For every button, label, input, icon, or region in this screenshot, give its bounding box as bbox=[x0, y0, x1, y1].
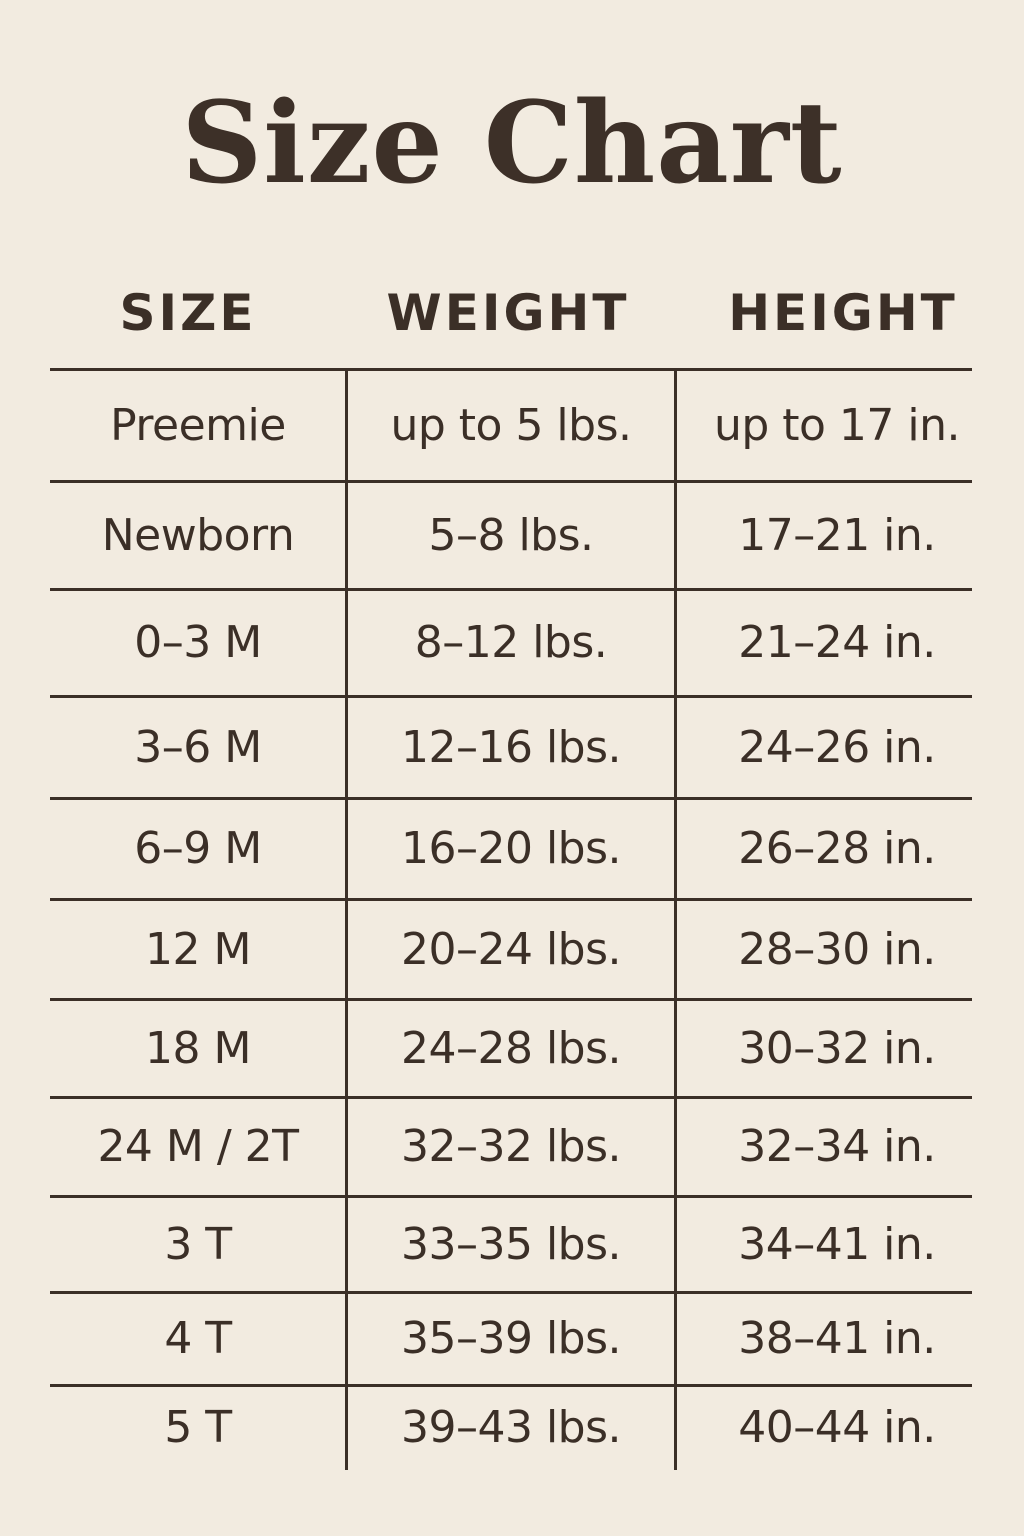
height-cell: 38–41 in. bbox=[738, 1313, 936, 1364]
weight-cell: 33–35 lbs. bbox=[400, 1218, 622, 1270]
size-cell: 4 T bbox=[164, 1313, 232, 1364]
row-divider bbox=[50, 797, 972, 800]
row-divider bbox=[50, 588, 972, 591]
row-divider bbox=[50, 898, 972, 901]
column-header-size: SIZE bbox=[119, 284, 257, 342]
page-title: Size Chart bbox=[181, 78, 843, 209]
weight-cell: 32–32 lbs. bbox=[400, 1121, 622, 1172]
size-cell: 3 T bbox=[164, 1218, 232, 1270]
height-cell: 32–34 in. bbox=[738, 1121, 936, 1172]
height-cell: 24–26 in. bbox=[738, 721, 936, 773]
size-cell: 12 M bbox=[145, 923, 251, 975]
height-cell: 26–28 in. bbox=[738, 823, 936, 874]
row-divider bbox=[50, 695, 972, 698]
column-divider bbox=[674, 369, 677, 1470]
row-divider bbox=[50, 480, 972, 483]
weight-cell: 16–20 lbs. bbox=[400, 823, 622, 874]
weight-cell: 5–8 lbs. bbox=[428, 509, 594, 561]
row-divider bbox=[50, 1195, 972, 1198]
size-cell: Newborn bbox=[101, 509, 295, 561]
column-header-weight: WEIGHT bbox=[386, 284, 630, 342]
column-divider bbox=[345, 369, 348, 1470]
height-cell: 40–44 in. bbox=[738, 1402, 936, 1453]
weight-cell: 35–39 lbs. bbox=[400, 1313, 622, 1364]
height-cell: up to 17 in. bbox=[713, 399, 961, 451]
weight-cell: up to 5 lbs. bbox=[390, 399, 632, 451]
size-cell: 5 T bbox=[164, 1402, 232, 1453]
weight-cell: 12–16 lbs. bbox=[400, 721, 622, 773]
weight-cell: 24–28 lbs. bbox=[400, 1022, 622, 1074]
row-divider bbox=[50, 1384, 972, 1387]
row-divider bbox=[50, 998, 972, 1001]
height-cell: 30–32 in. bbox=[738, 1022, 936, 1074]
height-cell: 28–30 in. bbox=[738, 923, 936, 975]
height-cell: 17–21 in. bbox=[738, 509, 936, 561]
weight-cell: 20–24 lbs. bbox=[400, 923, 622, 975]
weight-cell: 8–12 lbs. bbox=[414, 617, 608, 668]
weight-cell: 39–43 lbs. bbox=[400, 1402, 622, 1453]
column-header-height: HEIGHT bbox=[728, 284, 958, 342]
size-cell: 6–9 M bbox=[134, 823, 262, 874]
row-divider bbox=[50, 368, 972, 371]
size-cell: 18 M bbox=[145, 1022, 251, 1074]
size-cell: 24 M / 2T bbox=[97, 1121, 299, 1172]
size-cell: Preemie bbox=[110, 399, 286, 451]
height-cell: 21–24 in. bbox=[738, 617, 936, 668]
row-divider bbox=[50, 1096, 972, 1099]
row-divider bbox=[50, 1291, 972, 1294]
height-cell: 34–41 in. bbox=[738, 1218, 936, 1270]
size-cell: 0–3 M bbox=[134, 617, 262, 668]
size-cell: 3–6 M bbox=[134, 721, 262, 773]
